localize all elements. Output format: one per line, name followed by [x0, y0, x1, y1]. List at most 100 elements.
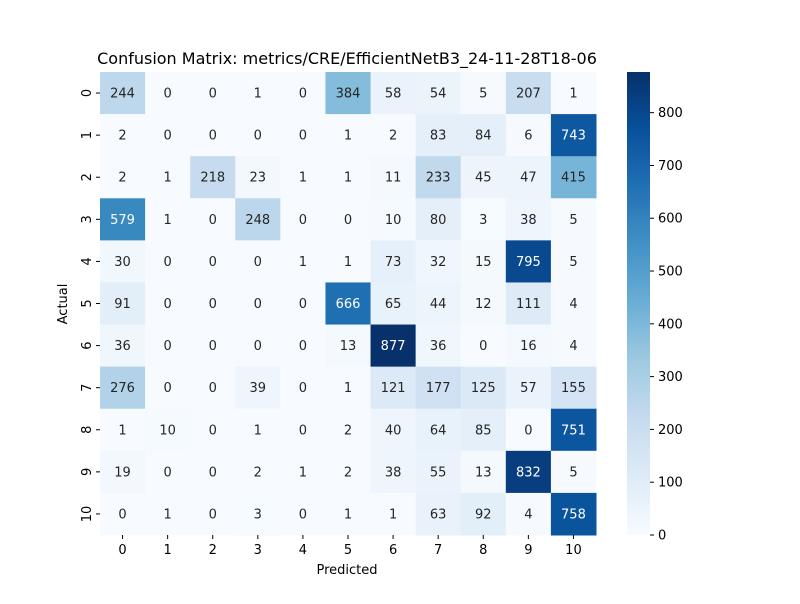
x-axis-label: Predicted	[316, 563, 377, 578]
cell-value-label: 6	[524, 129, 532, 144]
heatmap-cell	[145, 408, 191, 452]
cell-value-label: 415	[561, 171, 586, 186]
heatmap-cell	[145, 156, 191, 199]
cell-value-label: 63	[430, 507, 447, 522]
cell-value-label: 0	[299, 297, 307, 312]
cell-value-label: 5	[569, 255, 577, 270]
heatmap-cell	[415, 156, 462, 199]
cell-value-label: 32	[430, 255, 447, 270]
x-tick-label: 6	[389, 543, 397, 558]
cell-value-label: 84	[475, 129, 492, 144]
heatmap-cell	[550, 492, 597, 536]
cell-value-label: 155	[561, 381, 586, 396]
heatmap-cell	[550, 408, 597, 452]
x-tick-label: 5	[344, 543, 352, 558]
cell-value-label: 795	[516, 255, 541, 270]
cell-value-label: 1	[344, 171, 352, 186]
cell-value-label: 4	[569, 339, 577, 354]
heatmap-cell	[550, 366, 597, 410]
cell-value-label: 36	[430, 339, 447, 354]
cell-value-label: 5	[569, 465, 577, 480]
heatmap-cell	[190, 198, 236, 241]
cell-value-label: 233	[426, 171, 451, 186]
heatmap-cell	[145, 324, 191, 368]
y-tick-label: 7	[80, 384, 95, 392]
cell-value-label: 0	[163, 255, 171, 270]
cell-value-label: 0	[299, 213, 307, 228]
heatmap-cell	[415, 114, 462, 157]
cell-value-label: 0	[299, 381, 307, 396]
heatmap-cell	[145, 492, 191, 536]
heatmap-cell	[100, 72, 146, 115]
y-axis-label: Actual	[56, 284, 71, 325]
y-tick-label: 6	[80, 341, 95, 349]
heatmap-cell	[145, 240, 191, 283]
cell-value-label: 832	[516, 465, 541, 480]
cell-value-label: 2	[389, 129, 397, 144]
cell-value-label: 1	[299, 465, 307, 480]
heatmap-cell	[415, 240, 462, 283]
heatmap-cell	[100, 492, 146, 536]
heatmap-cell	[325, 492, 372, 536]
heatmap-cell	[505, 408, 552, 452]
cell-value-label: 579	[110, 213, 135, 228]
heatmap-cell	[460, 198, 507, 241]
cell-value-label: 16	[520, 339, 537, 354]
cell-value-label: 0	[209, 297, 217, 312]
heatmap-cell	[100, 366, 146, 410]
heatmap-cell	[370, 366, 417, 410]
heatmap-cell	[235, 408, 281, 452]
cell-value-label: 83	[430, 129, 447, 144]
heatmap-cell	[100, 114, 146, 157]
x-tick-label: 4	[299, 543, 307, 558]
cell-value-label: 0	[254, 297, 262, 312]
heatmap-cell	[325, 198, 372, 241]
heatmap-cell	[460, 324, 507, 368]
heatmap-cell	[190, 156, 236, 199]
cell-value-label: 877	[381, 339, 406, 354]
cell-value-label: 12	[475, 297, 492, 312]
colorbar-tick-label: 500	[658, 265, 683, 280]
heatmap-cell	[280, 282, 326, 326]
heatmap-cell	[325, 156, 372, 199]
heatmap-cell	[505, 282, 552, 326]
cell-value-label: 2	[118, 129, 126, 144]
cell-value-label: 0	[118, 507, 126, 522]
heatmap-cell	[460, 72, 507, 115]
heatmap-cell	[190, 408, 236, 452]
cell-value-label: 1	[569, 87, 577, 102]
heatmap-cell	[415, 450, 462, 494]
cell-value-label: 121	[381, 381, 406, 396]
cell-value-label: 58	[385, 87, 402, 102]
cell-value-label: 1	[344, 381, 352, 396]
cell-value-label: 5	[479, 87, 487, 102]
heatmap-cell	[100, 198, 146, 241]
cell-value-label: 0	[163, 381, 171, 396]
heatmap-cell	[550, 282, 597, 326]
heatmap-cell	[505, 114, 552, 157]
cell-value-label: 1	[344, 507, 352, 522]
cell-value-label: 44	[430, 297, 447, 312]
cell-value-label: 0	[163, 339, 171, 354]
cell-value-label: 0	[344, 213, 352, 228]
heatmap-cell	[325, 324, 372, 368]
cell-value-label: 758	[561, 507, 586, 522]
heatmap-cells	[100, 72, 597, 536]
cell-value-label: 54	[430, 87, 447, 102]
chart-title: Confusion Matrix: metrics/CRE/EfficientN…	[97, 49, 597, 69]
cell-value-label: 1	[163, 507, 171, 522]
heatmap-cell	[190, 366, 236, 410]
y-tick-label: 4	[80, 257, 95, 265]
heatmap-cell	[460, 156, 507, 199]
cell-value-label: 125	[471, 381, 496, 396]
heatmap-cell	[190, 324, 236, 368]
colorbar-tick-label: 0	[658, 529, 666, 544]
cell-value-label: 1	[118, 423, 126, 438]
heatmap-cell	[550, 72, 597, 115]
heatmap-cell	[370, 114, 417, 157]
cell-value-label: 10	[159, 423, 176, 438]
heatmap-cell	[190, 492, 236, 536]
cell-value-label: 1	[344, 255, 352, 270]
x-tick-label: 9	[524, 543, 532, 558]
cell-value-label: 45	[475, 171, 492, 186]
